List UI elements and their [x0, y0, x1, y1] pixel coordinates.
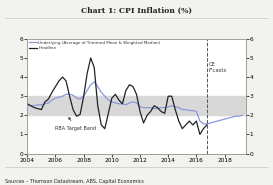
- Text: CE
F'casts: CE F'casts: [208, 62, 227, 73]
- Bar: [27, 96, 246, 115]
- Text: RBA Target Band: RBA Target Band: [55, 117, 97, 131]
- Text: Chart 1: CPI Inflation (%): Chart 1: CPI Inflation (%): [81, 6, 192, 14]
- Text: Sources – Thomson Datastream, ABS, Capital Economics: Sources – Thomson Datastream, ABS, Capit…: [5, 179, 144, 184]
- Legend: Underlying (Average of Trimmed Mean & Weighted Median), Headline: Underlying (Average of Trimmed Mean & We…: [29, 41, 161, 50]
